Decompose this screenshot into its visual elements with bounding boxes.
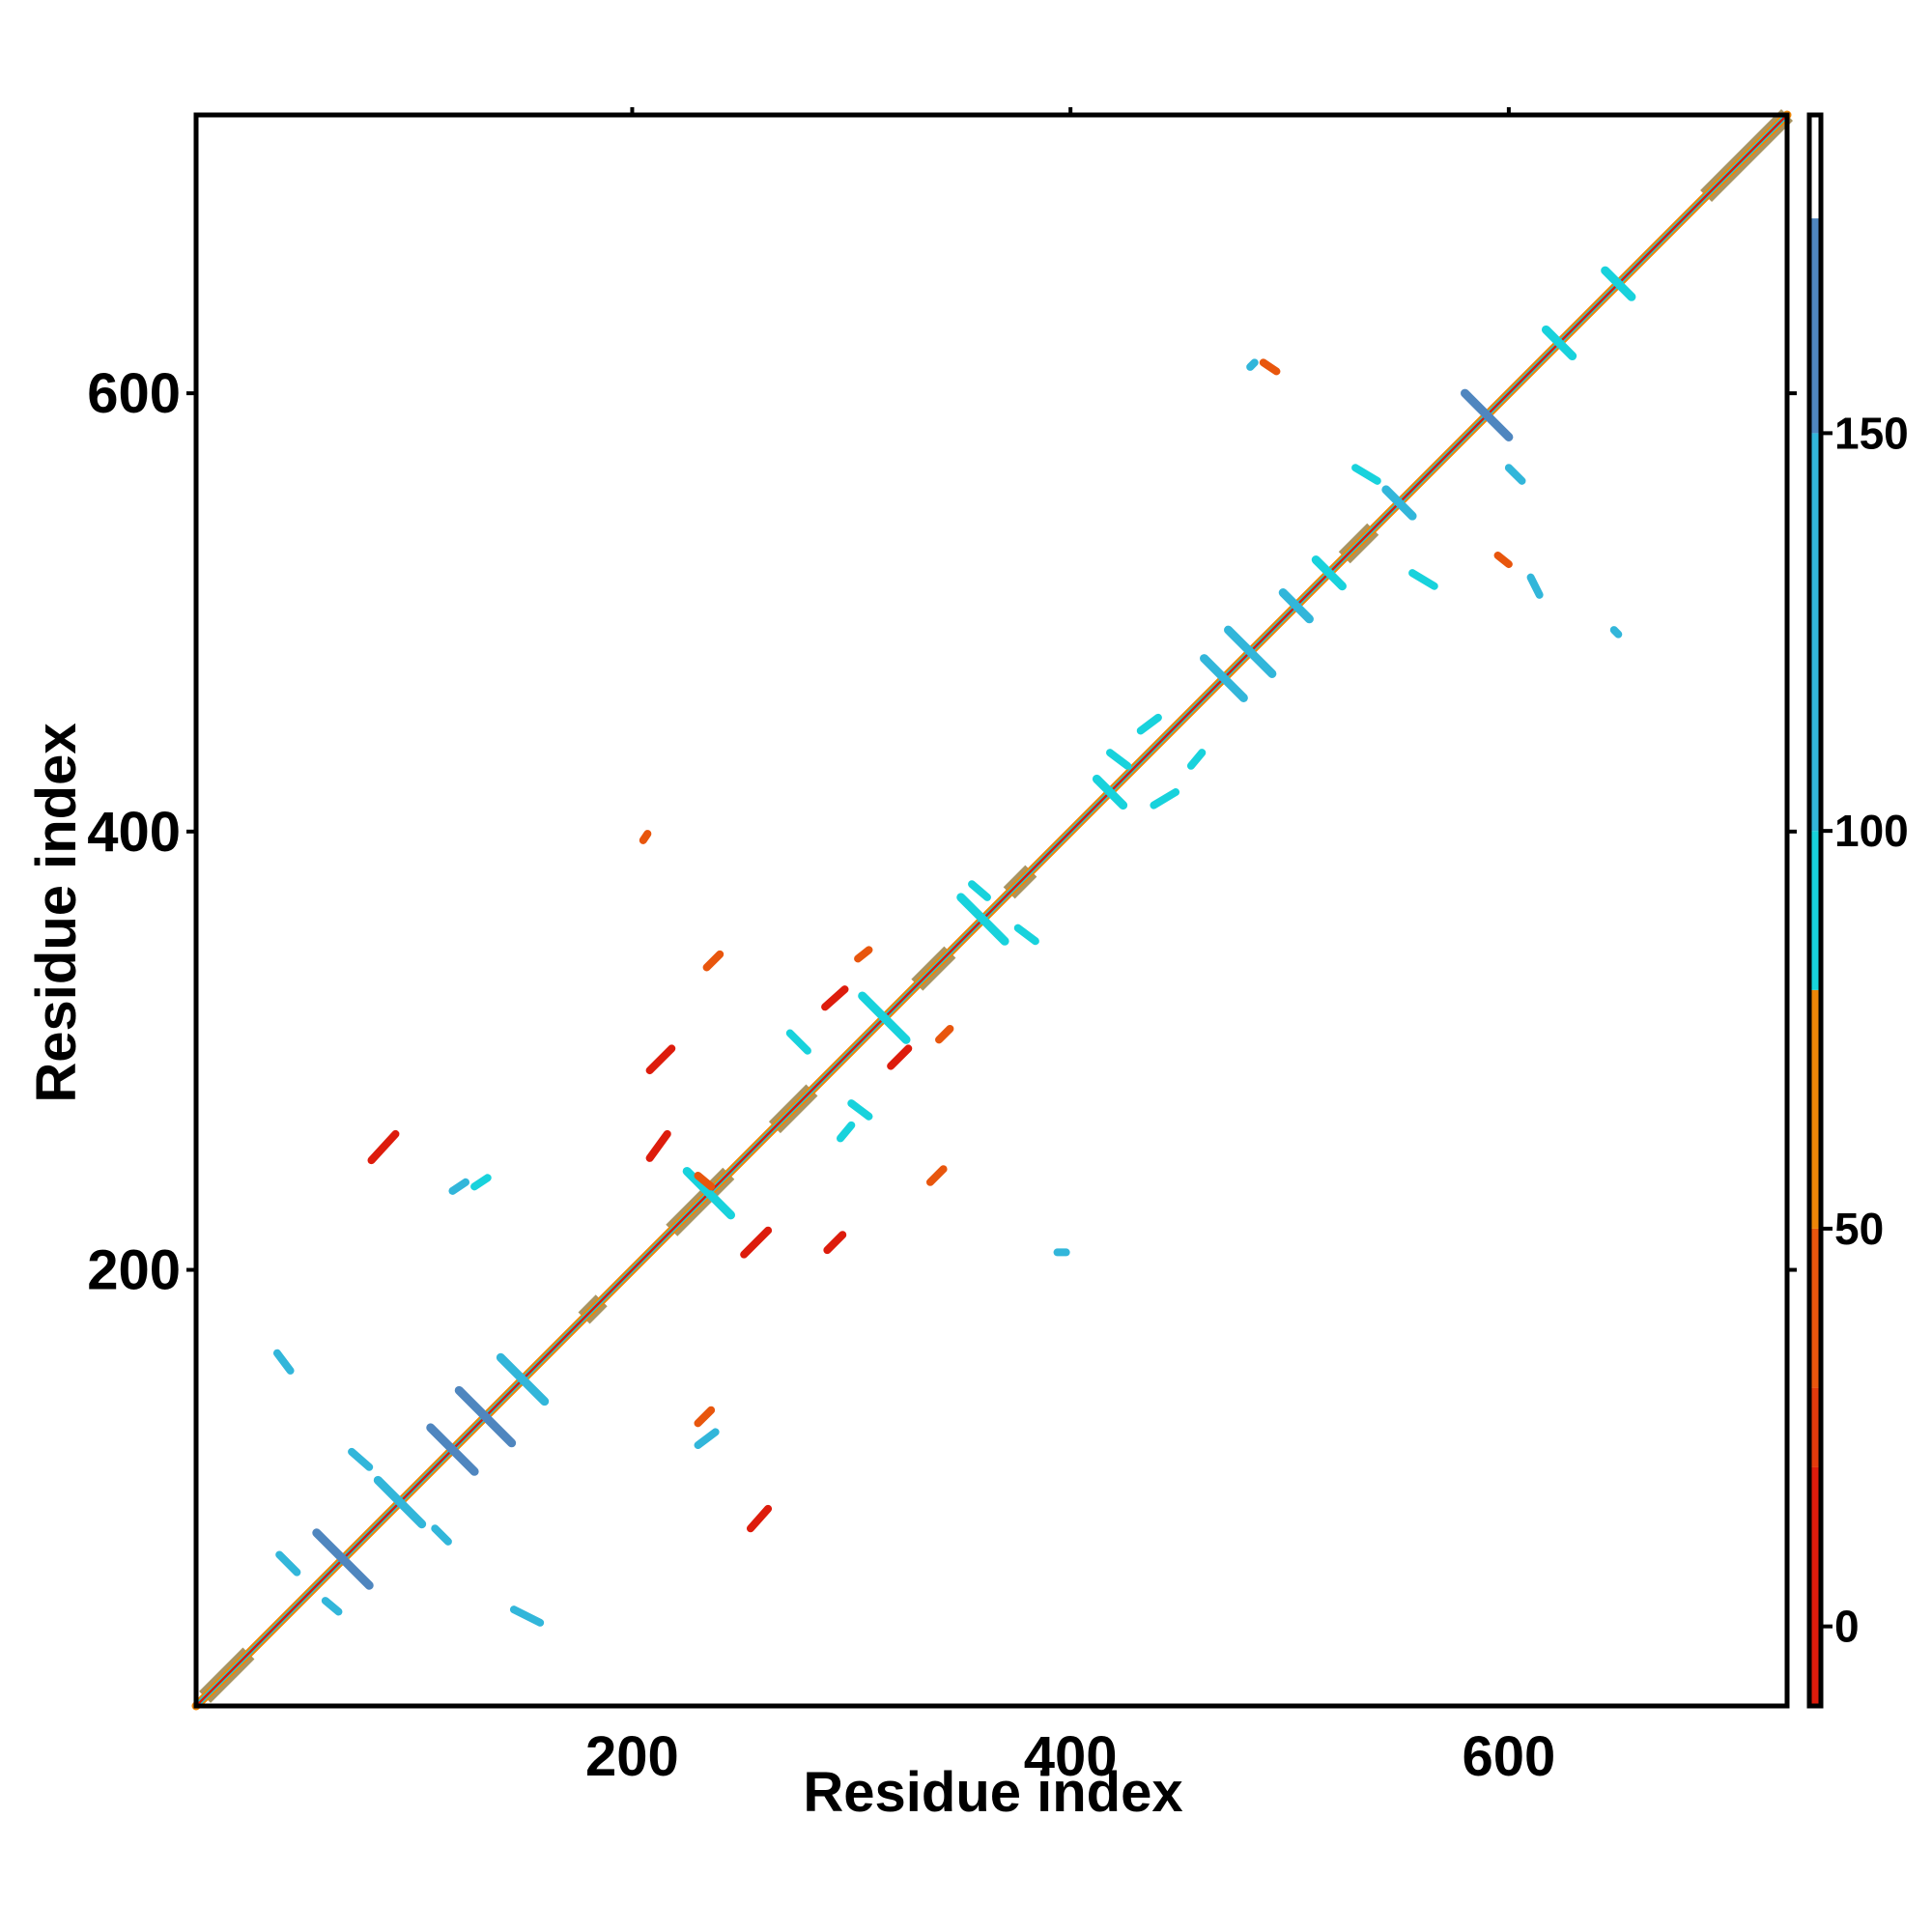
contact-cross-10 bbox=[1224, 625, 1277, 678]
contact-streak-31 bbox=[847, 1099, 873, 1121]
heatmap-layer bbox=[191, 109, 1793, 1711]
contact-cross-11 bbox=[1278, 588, 1314, 624]
contact-cross-14 bbox=[1461, 388, 1514, 441]
contact-streak-28 bbox=[1013, 923, 1039, 946]
contact-streak-7 bbox=[746, 1504, 773, 1533]
contact-streak-15 bbox=[431, 1524, 452, 1546]
colorbar-band-3 bbox=[1809, 989, 1821, 1229]
diagonal-band-core bbox=[195, 114, 1788, 1707]
contact-streak-38 bbox=[470, 1174, 492, 1191]
contact-streak-32 bbox=[694, 1172, 716, 1191]
contact-cross-8 bbox=[1092, 774, 1128, 810]
contact-streak-17 bbox=[1526, 573, 1544, 599]
colorbar-tick-label-0: 0 bbox=[1834, 1602, 1860, 1652]
contact-streak-41 bbox=[836, 1121, 856, 1143]
contact-streak-12 bbox=[275, 1550, 301, 1577]
contact-cross-7 bbox=[956, 893, 1009, 946]
colorbar-band-5 bbox=[1809, 433, 1821, 832]
contact-streak-19 bbox=[1259, 358, 1281, 376]
colorbar-band-4 bbox=[1809, 831, 1821, 990]
contact-streak-39 bbox=[694, 1428, 720, 1450]
colorbar-tick-label-2: 100 bbox=[1834, 806, 1909, 856]
x-tick-label-0: 200 bbox=[585, 1725, 679, 1788]
contact-streak-18 bbox=[1609, 626, 1623, 639]
colorbar-band-2 bbox=[1809, 1228, 1821, 1388]
contact-streak-0 bbox=[367, 1129, 400, 1165]
contact-cross-5 bbox=[682, 1166, 736, 1220]
y-tick-label-2: 600 bbox=[87, 362, 181, 425]
contact-streak-10 bbox=[509, 1605, 545, 1627]
contact-streak-3 bbox=[740, 1226, 773, 1259]
contact-streak-27 bbox=[1106, 749, 1132, 770]
contact-streak-37 bbox=[448, 1178, 470, 1195]
contact-streak-29 bbox=[968, 880, 991, 901]
contact-streak-5 bbox=[821, 985, 849, 1011]
contact-streak-6 bbox=[887, 1044, 913, 1070]
contact-streak-24 bbox=[1150, 787, 1180, 810]
contact-streak-21 bbox=[1493, 551, 1513, 569]
colorbar-band-6 bbox=[1809, 218, 1821, 434]
y-tick-label-1: 400 bbox=[87, 801, 181, 864]
contact-streak-1 bbox=[645, 1129, 671, 1162]
contact-cross-4 bbox=[496, 1352, 550, 1406]
contact-streak-20 bbox=[1504, 464, 1526, 485]
contact-streak-25 bbox=[1186, 749, 1207, 770]
colorbar-band-7 bbox=[1809, 115, 1821, 219]
contact-streak-40 bbox=[694, 1406, 716, 1428]
x-axis-title: Residue index bbox=[803, 1761, 1182, 1824]
contact-streak-26 bbox=[1136, 713, 1162, 735]
contact-streak-22 bbox=[1408, 569, 1438, 590]
colorbar-band-0 bbox=[1809, 1466, 1821, 1706]
contact-cross-12 bbox=[1311, 555, 1347, 591]
contact-streak-35 bbox=[854, 946, 873, 963]
contact-streak-4 bbox=[823, 1231, 847, 1255]
contact-streak-13 bbox=[321, 1597, 343, 1616]
colorbar-tick-label-3: 150 bbox=[1834, 408, 1909, 458]
colorbar-tick-label-1: 50 bbox=[1834, 1204, 1884, 1254]
contact-streak-34 bbox=[702, 950, 724, 972]
contact-cross-3 bbox=[454, 1385, 517, 1448]
contact-cross-16 bbox=[1601, 266, 1636, 301]
contact-streak-30 bbox=[785, 1029, 811, 1055]
plot-frame bbox=[193, 112, 1790, 1709]
contact-cross-13 bbox=[1381, 485, 1417, 521]
colorbar: 0 50 100 150 bbox=[1806, 112, 1909, 1709]
colorbar-frame bbox=[1806, 112, 1824, 1709]
contact-cross-1 bbox=[373, 1475, 427, 1529]
contact-streak-9 bbox=[272, 1349, 295, 1375]
x-tick-label-2: 600 bbox=[1462, 1725, 1555, 1788]
contact-cross-2 bbox=[426, 1423, 479, 1476]
y-tick-label-0: 200 bbox=[87, 1239, 181, 1302]
contact-streak-16 bbox=[1246, 358, 1259, 371]
colorbar-band-1 bbox=[1809, 1387, 1821, 1467]
y-axis-title: Residue index bbox=[25, 723, 88, 1102]
contact-streak-8 bbox=[639, 830, 652, 844]
contact-streak-36 bbox=[935, 1025, 954, 1044]
contact-streak-14 bbox=[348, 1447, 374, 1471]
contact-cross-0 bbox=[312, 1528, 374, 1590]
x-tick-label-1: 400 bbox=[1024, 1725, 1118, 1788]
contact-streak-2 bbox=[645, 1044, 676, 1075]
contact-cross-9 bbox=[1200, 654, 1248, 702]
axes-layer: 200 400 600 200 400 600 bbox=[87, 107, 1797, 1788]
contact-streak-33 bbox=[925, 1165, 948, 1186]
contact-streak-23 bbox=[1351, 464, 1381, 485]
contact-cross-6 bbox=[858, 991, 911, 1044]
contact-cross-15 bbox=[1541, 325, 1577, 361]
